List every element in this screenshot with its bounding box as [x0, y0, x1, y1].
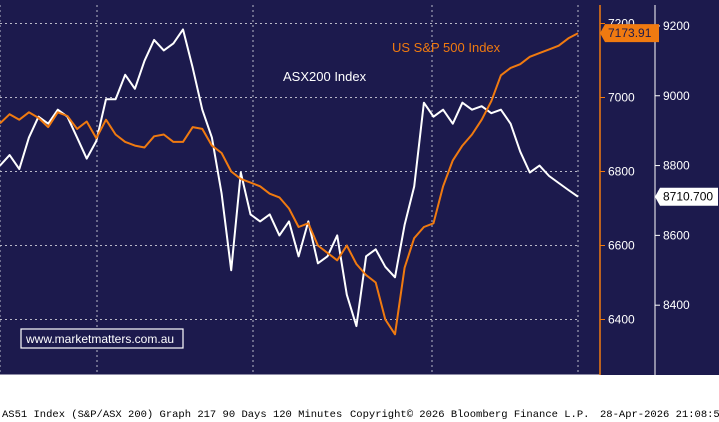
- x-tick-label: Jan: [37, 375, 56, 389]
- right-tick-label: 9200: [663, 19, 690, 33]
- watermark-border: [20, 328, 184, 349]
- asx-last-value-text: 8710.700: [663, 190, 713, 204]
- series-line-spx500: [0, 32, 579, 336]
- x-year-label: 2026: [275, 390, 302, 404]
- right-tick-label: 8800: [663, 159, 690, 173]
- x-tick-label: Apr: [496, 375, 515, 389]
- series-layer: [0, 28, 579, 336]
- spx-last-value-tag: [600, 24, 659, 43]
- series-label-asx: ASX200 Index: [283, 69, 367, 84]
- x-tick-label: Mar: [333, 375, 354, 389]
- spx-last-value-text: 7173.91: [608, 26, 652, 40]
- footer-right: 28-Apr-2026 21:08:55: [600, 409, 719, 421]
- watermark-box[interactable]: www.marketmatters.com.au: [20, 328, 184, 349]
- series-label-spx: US S&P 500 Index: [392, 40, 501, 55]
- x-tick-label: Feb: [165, 375, 186, 389]
- labels: Jan Feb Mar Apr2026640066006800700072008400…: [37, 17, 718, 404]
- watermark-link[interactable]: www.marketmatters.com.au: [25, 332, 174, 346]
- left-tick-label: 6600: [608, 239, 635, 253]
- series-line-asx200: [0, 28, 579, 328]
- footer-left: AS51 Index (S&P/ASX 200) Graph 217 90 Da…: [2, 409, 342, 421]
- footer-background: [0, 403, 719, 422]
- asx-last-value-tag: [655, 187, 718, 206]
- axes: [0, 5, 660, 383]
- left-tick-label: 6400: [608, 313, 635, 327]
- left-tick-label: 6800: [608, 165, 635, 179]
- plot-background: [0, 0, 719, 375]
- grid: [0, 5, 579, 383]
- right-tick-label: 8400: [663, 298, 690, 312]
- footer-center: Copyright© 2026 Bloomberg Finance L.P.: [350, 409, 589, 421]
- right-tick-label: 9000: [663, 89, 690, 103]
- right-tick-label: 8600: [663, 228, 690, 242]
- left-tick-label: 7000: [608, 91, 635, 105]
